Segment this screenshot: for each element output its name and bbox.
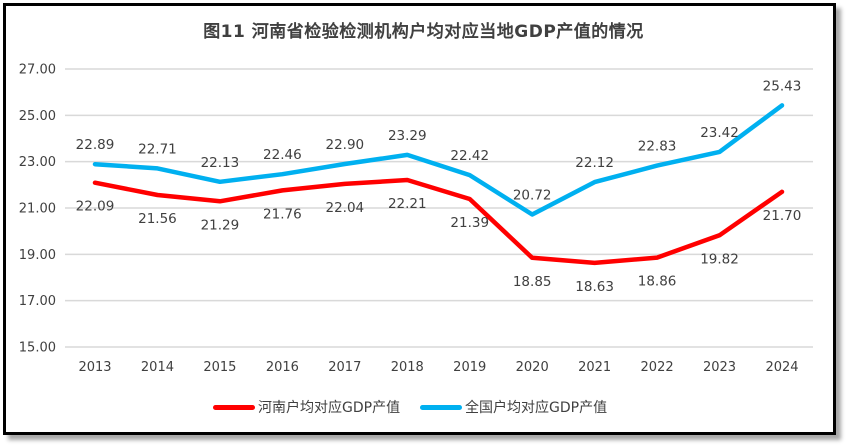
data-label: 22.21	[388, 196, 427, 212]
x-tick-label: 2015	[203, 360, 236, 375]
y-tick-label: 23.00	[19, 155, 56, 170]
x-tick-label: 2013	[78, 360, 111, 375]
series-line-1	[92, 103, 785, 217]
data-label: 22.90	[325, 137, 364, 153]
y-tick-label: 17.00	[19, 294, 56, 309]
data-label: 22.13	[201, 155, 240, 171]
legend-item-national[interactable]: 全国户均对应GDP产值	[420, 396, 607, 418]
x-tick-label: 2023	[703, 360, 736, 375]
data-label: 22.71	[138, 141, 177, 157]
data-label: 25.43	[763, 78, 802, 94]
data-label: 22.12	[575, 155, 614, 171]
series-lines	[92, 103, 785, 266]
x-axis-ticks: 2013 2014 2015 2016 2017 2018 2019 2020 2021 2022…	[78, 360, 798, 375]
data-label: 22.46	[263, 147, 302, 163]
data-label: 18.86	[638, 274, 677, 290]
data-label: 23.29	[388, 128, 427, 144]
data-label: 23.42	[700, 125, 739, 141]
data-label: 22.42	[450, 148, 489, 164]
x-tick-label: 2022	[641, 360, 674, 375]
data-label: 19.82	[700, 251, 739, 267]
data-labels: 22.09 21.56 21.29 21.76 22.04 22.21 21.39 18.85…	[76, 78, 802, 295]
data-label: 20.72	[513, 187, 552, 203]
legend-label-national: 全国户均对应GDP产值	[465, 400, 608, 416]
series-line-0	[92, 177, 785, 266]
chart-frame	[3, 3, 836, 435]
legend-swatch-national	[420, 404, 462, 410]
data-label: 21.70	[763, 208, 802, 224]
legend-label-henan: 河南户均对应GDP产值	[258, 400, 401, 416]
x-tick-label: 2018	[391, 360, 424, 375]
data-label: 21.56	[138, 211, 177, 227]
x-tick-label: 2020	[516, 360, 549, 375]
x-tick-label: 2017	[328, 360, 361, 375]
y-tick-label: 15.00	[19, 341, 56, 356]
data-label: 18.63	[575, 279, 614, 295]
data-label: 22.09	[76, 199, 115, 215]
x-tick-label: 2014	[141, 360, 174, 375]
y-axis-ticks: 15.00 17.00 19.00 21.00 23.00 25.00 27.00	[19, 63, 56, 356]
legend-swatch-henan	[213, 404, 255, 410]
gridlines	[65, 68, 813, 348]
y-tick-label: 25.00	[19, 109, 56, 124]
x-tick-label: 2019	[453, 360, 486, 375]
data-label: 21.39	[450, 215, 489, 231]
y-tick-label: 19.00	[19, 248, 56, 263]
x-tick-label: 2021	[578, 360, 611, 375]
data-label: 21.76	[263, 206, 302, 222]
data-label: 22.89	[76, 137, 115, 153]
y-tick-label: 27.00	[19, 63, 56, 78]
x-tick-label: 2024	[765, 360, 798, 375]
legend-item-henan[interactable]: 河南户均对应GDP产值	[213, 396, 400, 418]
legend: 河南户均对应GDP产值 全国户均对应GDP产值	[0, 396, 847, 418]
data-label: 22.04	[325, 200, 364, 216]
x-tick-label: 2016	[266, 360, 299, 375]
data-label: 18.85	[513, 274, 552, 290]
chart-title: 图11 河南省检验检测机构户均对应当地GDP产值的情况	[203, 22, 644, 42]
data-label: 22.83	[638, 139, 677, 155]
data-label: 21.29	[201, 217, 240, 233]
y-tick-label: 21.00	[19, 202, 56, 217]
